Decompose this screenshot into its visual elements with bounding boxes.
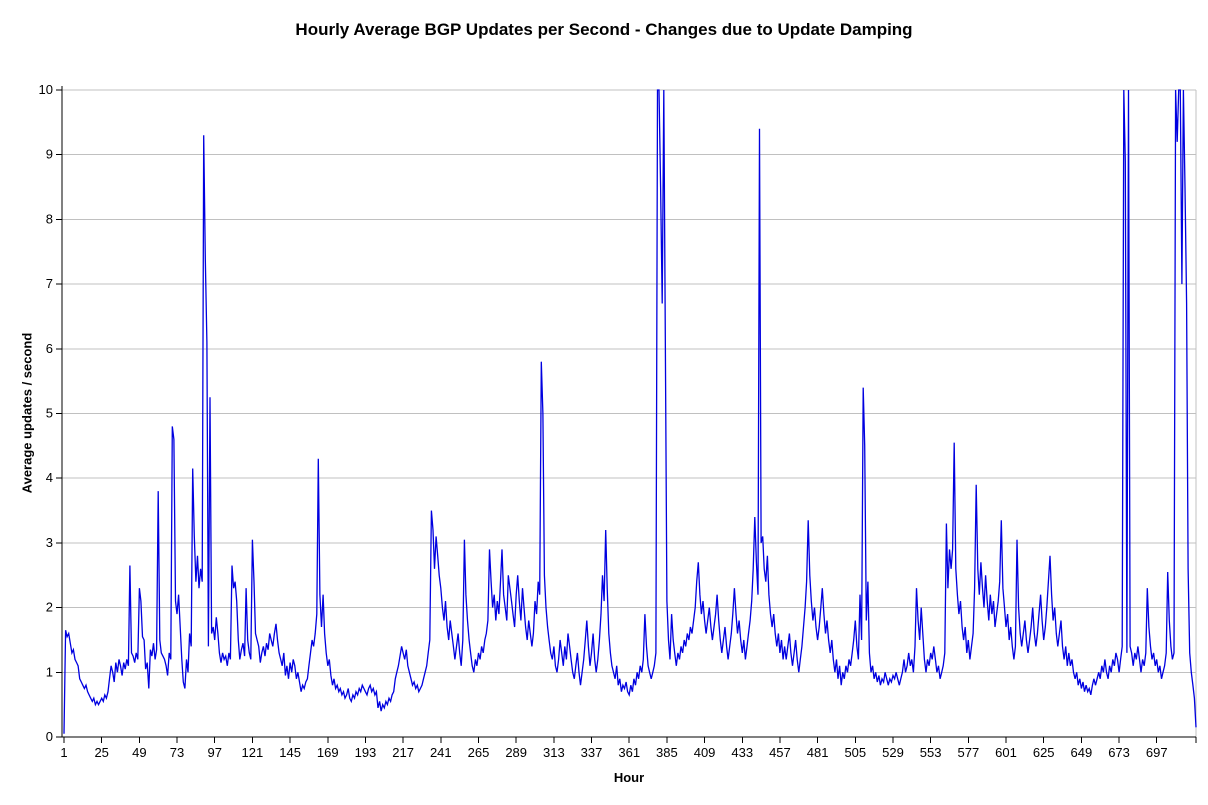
- x-tick-label: 433: [731, 745, 753, 760]
- x-tick-label: 601: [995, 745, 1017, 760]
- x-tick-label: 241: [430, 745, 452, 760]
- x-tick-label: 553: [920, 745, 942, 760]
- x-tick-label: 121: [242, 745, 264, 760]
- y-tick-label: 9: [46, 147, 53, 162]
- x-tick-label: 145: [279, 745, 301, 760]
- x-tick-label: 289: [505, 745, 527, 760]
- data-series: [63, 89, 1197, 734]
- x-tick-label: 625: [1033, 745, 1055, 760]
- y-tick-label: 6: [46, 341, 53, 356]
- x-tick-label: 313: [543, 745, 565, 760]
- x-axis-title: Hour: [613, 770, 645, 785]
- x-tick-label: 385: [656, 745, 678, 760]
- plot-border: [61, 86, 1197, 738]
- x-tick-label: 49: [132, 745, 146, 760]
- chart-title: Hourly Average BGP Updates per Second - …: [295, 20, 913, 39]
- y-tick-label: 1: [46, 664, 53, 679]
- x-tick-label: 409: [694, 745, 716, 760]
- x-tick-label: 649: [1071, 745, 1093, 760]
- x-tick-label: 505: [844, 745, 866, 760]
- gridlines: [62, 154, 1196, 673]
- x-tick-label: 529: [882, 745, 904, 760]
- y-tick-label: 7: [46, 276, 53, 291]
- x-tick-label: 577: [957, 745, 979, 760]
- y-tick-labels: 0 1 2 3 4 5 6 7 8 9 10: [39, 82, 53, 744]
- y-tick-label: 0: [46, 729, 53, 744]
- bgp-series-line: [63, 89, 1197, 734]
- axis-ticks: [56, 89, 1197, 743]
- x-tick-label: 25: [94, 745, 108, 760]
- x-tick-label: 73: [170, 745, 184, 760]
- y-tick-label: 3: [46, 535, 53, 550]
- x-tick-label: 217: [392, 745, 414, 760]
- x-tick-labels: 1 25 49 73 97 121 145 169 193 217 241 265 289 313 337 3…: [60, 745, 1167, 760]
- y-tick-label: 5: [46, 406, 53, 421]
- x-tick-label: 1: [60, 745, 67, 760]
- x-tick-label: 481: [807, 745, 829, 760]
- x-tick-label: 457: [769, 745, 791, 760]
- x-tick-label: 193: [355, 745, 377, 760]
- x-tick-label: 673: [1108, 745, 1130, 760]
- x-tick-label: 337: [581, 745, 603, 760]
- y-tick-label: 4: [46, 470, 53, 485]
- x-tick-label: 697: [1146, 745, 1168, 760]
- y-tick-label: 10: [39, 82, 53, 97]
- y-tick-label: 2: [46, 600, 53, 615]
- x-tick-label: 265: [468, 745, 490, 760]
- x-tick-label: 169: [317, 745, 339, 760]
- x-tick-label: 361: [618, 745, 640, 760]
- x-tick-label: 97: [207, 745, 221, 760]
- y-tick-label: 8: [46, 211, 53, 226]
